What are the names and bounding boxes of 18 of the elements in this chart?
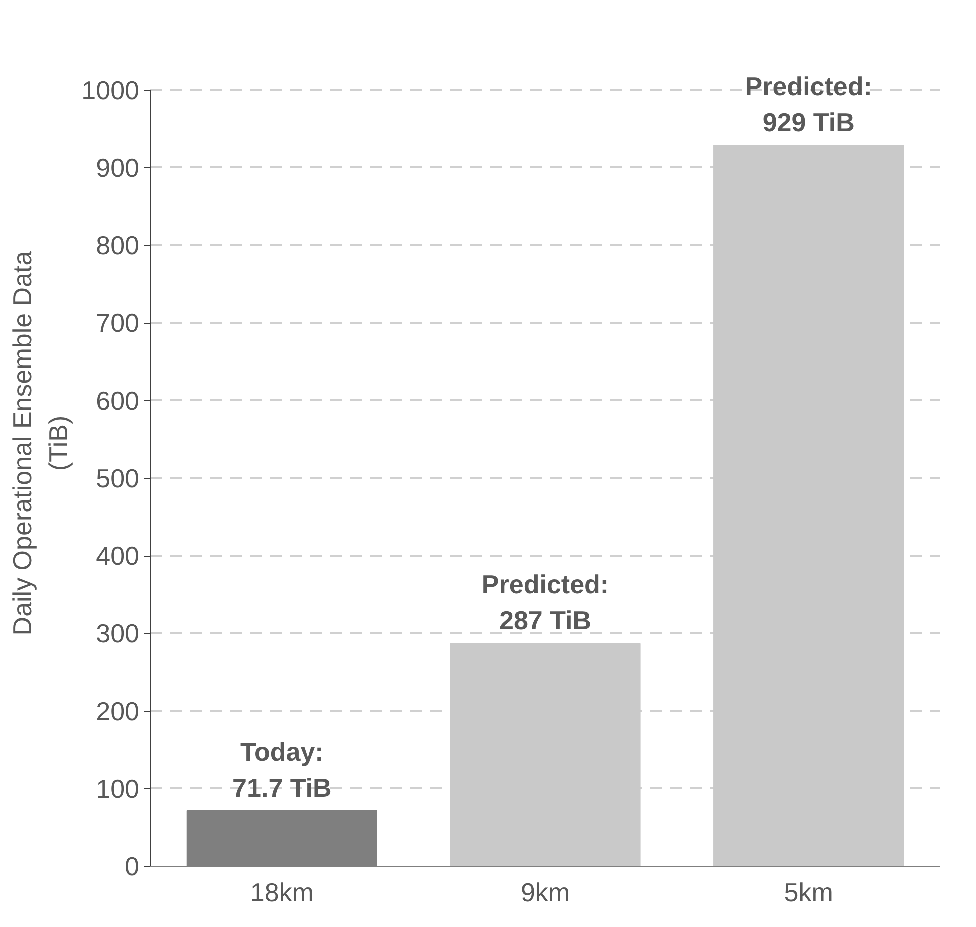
y-tick-label: 100 <box>96 774 140 804</box>
y-tick-label: 500 <box>96 463 140 494</box>
data-label: Today: 71.7 TiB <box>232 736 332 803</box>
y-tick-label: 0 <box>125 852 140 882</box>
y-axis-title: Daily Operational Ensemble Data (TiB) <box>8 250 74 636</box>
y-tick-label: 900 <box>96 152 140 183</box>
y-tick-label: 200 <box>96 696 140 726</box>
y-tick-label: 600 <box>96 386 140 416</box>
y-tick-label: 1000 <box>82 75 140 106</box>
y-tick-label: 800 <box>96 230 140 261</box>
x-tick-label: 18km <box>250 878 314 908</box>
data-label: Predicted: 287 TiB <box>482 570 610 636</box>
x-tick-label: 9km <box>520 878 570 908</box>
x-tick-label: 5km <box>784 878 834 908</box>
y-tick-label: 700 <box>96 308 140 338</box>
y-tick-label: 400 <box>96 541 140 572</box>
y-tick-label: 300 <box>96 618 140 649</box>
data-label: Predicted: 929 TiB <box>745 71 872 138</box>
